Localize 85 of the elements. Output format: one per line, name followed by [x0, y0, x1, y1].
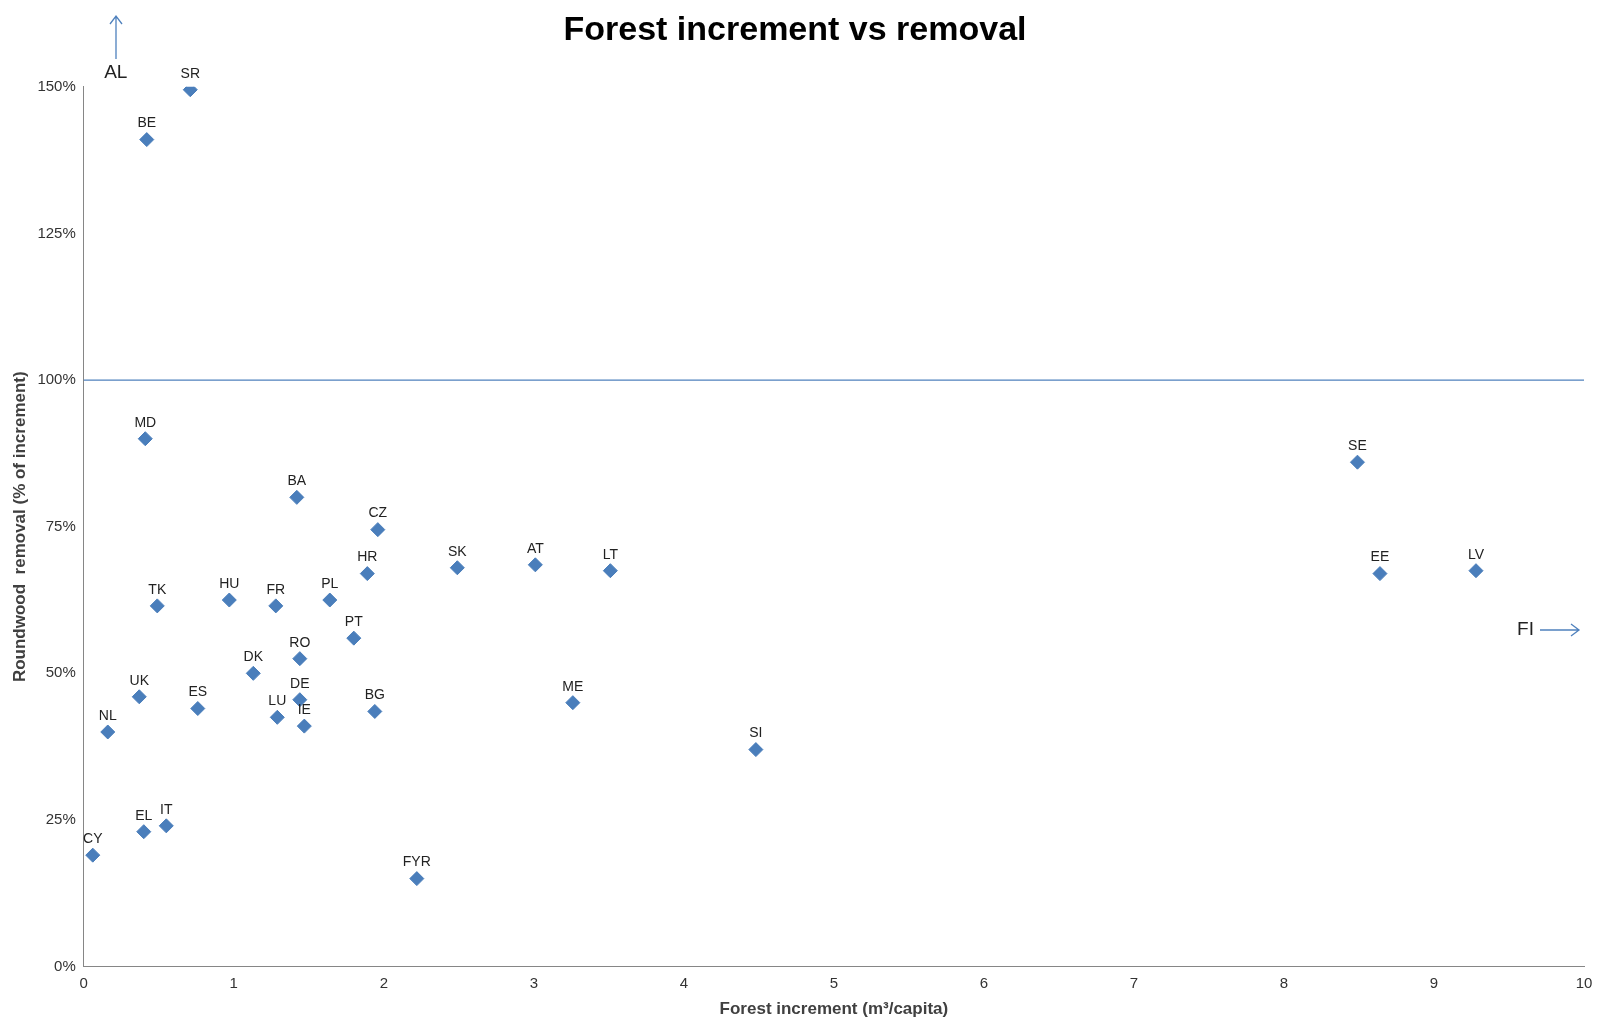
point: [449, 560, 465, 576]
y-tick-label: 25%: [45, 810, 76, 828]
annotation: TK: [148, 580, 167, 597]
annotation: EL: [135, 806, 153, 823]
point: [748, 742, 764, 758]
x-axis-title: Forest increment (m³/capita): [719, 999, 949, 1019]
annotation: DK: [243, 648, 264, 665]
annotation: LV: [1467, 545, 1485, 562]
annotation: UK: [129, 671, 150, 688]
annotation: BA: [287, 472, 307, 489]
annotation: HR: [357, 548, 378, 565]
point: [1349, 454, 1365, 470]
annotation: IE: [297, 700, 311, 717]
annotation: SI: [749, 724, 763, 741]
y-tick-label: 75%: [45, 516, 76, 534]
point: [370, 522, 386, 538]
annotation: PT: [344, 613, 364, 629]
point: [367, 703, 383, 719]
point: [346, 630, 362, 646]
point: [245, 665, 261, 681]
annotation: IT: [160, 800, 173, 817]
annotation: CY: [83, 830, 104, 847]
point: [1372, 566, 1388, 582]
annotation: FYR: [402, 853, 431, 870]
x-tick-label: 8: [1279, 973, 1289, 991]
point: [149, 598, 165, 614]
point: [131, 689, 147, 705]
point: [292, 651, 308, 667]
y-tick-label: 0%: [54, 956, 76, 974]
annotation: LU: [268, 692, 287, 709]
annotation: RO: [289, 633, 311, 650]
annotation: BE: [137, 114, 157, 131]
point: [85, 847, 101, 863]
annotation: SK: [447, 542, 468, 559]
point: [322, 592, 338, 608]
x-tick-label: 10: [1575, 973, 1593, 991]
x-tick-label: 4: [679, 973, 689, 991]
annotation: NL: [98, 706, 117, 723]
point: [139, 132, 155, 148]
y-tick-label: 50%: [45, 663, 76, 681]
point: [409, 871, 425, 887]
annotation: SE: [1348, 437, 1367, 454]
x-tick-label: 6: [979, 973, 989, 991]
annotation: AT: [526, 539, 545, 556]
text: AL: [104, 61, 128, 83]
x-tick-label: 3: [529, 973, 539, 991]
point: [602, 563, 618, 579]
y-axis-title: Roundwood removal (% of increment): [9, 371, 29, 683]
x-tick-label: 5: [829, 973, 839, 991]
point: [359, 566, 375, 582]
point: [221, 592, 237, 608]
point: [158, 818, 174, 834]
point: [190, 701, 206, 717]
annotation: MD: [134, 413, 157, 430]
annotation: ME: [562, 677, 584, 694]
annotation: SR: [180, 64, 201, 81]
annotation: FI: [1517, 617, 1534, 639]
point: [565, 695, 581, 711]
annotation: FR: [266, 580, 286, 597]
point: [269, 709, 285, 725]
x-tick-label: 0: [79, 973, 88, 991]
point: [1468, 563, 1484, 579]
annotation: CZ: [368, 504, 388, 521]
point: [289, 489, 305, 505]
annotation: LT: [602, 545, 619, 562]
y-tick-label: 125%: [37, 223, 76, 241]
chart-title: Forest increment vs removal: [563, 8, 1027, 47]
annotation: PL: [321, 574, 339, 591]
annotation: EE: [1370, 548, 1390, 565]
annotation: HU: [219, 574, 240, 591]
annotation: DE: [290, 674, 310, 691]
point: [527, 557, 543, 573]
annotation: ES: [188, 683, 208, 700]
point: [296, 718, 312, 734]
point: [137, 431, 153, 447]
x-tick-label: 1: [229, 973, 238, 991]
point: [268, 598, 284, 614]
y-tick-label: 100%: [37, 370, 76, 388]
point: [136, 824, 152, 840]
y-tick-label: 150%: [37, 76, 76, 94]
x-tick-label: 7: [1129, 973, 1139, 991]
annotation: BG: [364, 686, 385, 703]
point: [100, 724, 116, 740]
x-tick-label: 9: [1429, 973, 1439, 991]
x-tick-label: 2: [379, 973, 388, 991]
